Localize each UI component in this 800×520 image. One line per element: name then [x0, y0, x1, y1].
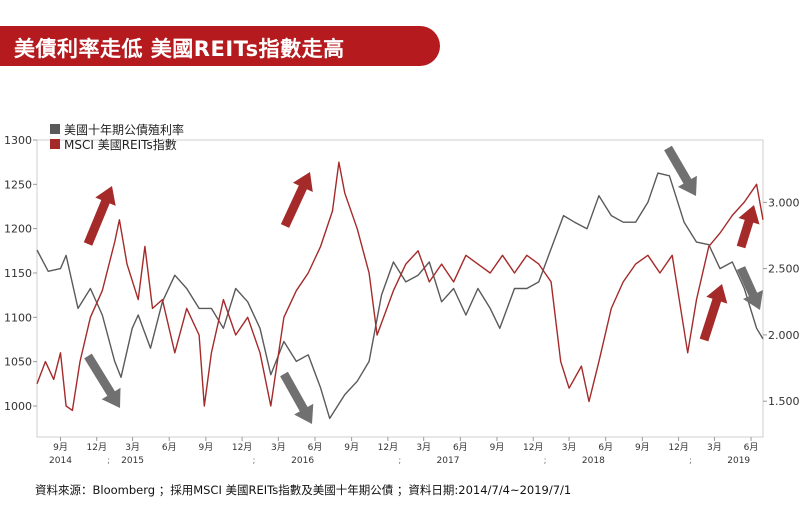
x-tick-label: 3月 — [125, 442, 140, 453]
year-separator: ; — [253, 456, 256, 466]
title-banner: 美債利率走低 美國REITs指數走高 — [0, 26, 440, 66]
left-tick-label: 1100 — [4, 311, 32, 324]
left-tick-label: 1000 — [4, 400, 32, 413]
down-arrow-icon — [280, 371, 314, 424]
x-tick-label: 12月 — [87, 442, 107, 453]
left-tick-label: 1300 — [4, 134, 32, 147]
treasury-yield-line — [36, 172, 764, 420]
year-label: 2015 — [121, 456, 144, 466]
legend-swatch-reits — [50, 139, 60, 149]
x-tick-label: 3月 — [271, 442, 286, 453]
right-tick-label: 2.500 — [768, 263, 800, 276]
right-tick-label: 3.000 — [768, 196, 800, 209]
x-tick-label: 12月 — [378, 442, 398, 453]
down-arrow-icon — [84, 353, 121, 408]
x-tick-label: 9月 — [344, 442, 359, 453]
right-tick-label: 2.000 — [768, 329, 800, 342]
legend-label-treasury: 美國十年期公債殖利率 — [64, 122, 184, 137]
x-tick-label: 6月 — [162, 442, 177, 453]
x-tick-label: 3月 — [416, 442, 431, 453]
year-separator: ; — [107, 456, 110, 466]
up-arrow-icon — [83, 186, 116, 246]
year-separator: ; — [544, 456, 547, 466]
legend-swatch-treasury — [50, 124, 60, 134]
up-arrow-icon — [699, 284, 728, 342]
reits-index-line — [36, 161, 764, 412]
year-separator: ; — [398, 456, 401, 466]
year-label: 2017 — [437, 456, 460, 466]
x-tick-label: 12月 — [232, 442, 252, 453]
x-tick-label: 9月 — [53, 442, 68, 453]
down-arrow-icon — [664, 145, 697, 196]
page-title: 美債利率走低 美國REITs指數走高 — [14, 37, 345, 61]
year-label: 2019 — [727, 456, 750, 466]
x-tick-label: 9月 — [198, 442, 213, 453]
right-tick-label: 1.500 — [768, 395, 800, 408]
up-arrow-icon — [280, 172, 313, 228]
trend-arrows — [83, 145, 763, 424]
year-label: 2018 — [582, 456, 605, 466]
x-axis: 9月 12月 3月 6月 9月 12月 3月 6月 9月 12月 3月 6月 9月 12月 3月 6月 9月 12… — [49, 437, 758, 466]
x-tick-label: 12月 — [523, 442, 543, 453]
down-arrow-icon — [736, 266, 763, 310]
x-tick-label: 6月 — [308, 442, 323, 453]
left-tick-label: 1250 — [4, 178, 32, 191]
x-tick-label: 6月 — [744, 442, 759, 453]
right-y-axis: 1.500 2.000 2.500 3.000 — [763, 196, 800, 408]
x-tick-label: 6月 — [598, 442, 613, 453]
year-label: 2016 — [291, 456, 314, 466]
x-tick-label: 6月 — [453, 442, 468, 453]
source-note: 資料來源：Bloomberg ；採用MSCI 美國REITs指數及美國十年期公債… — [35, 483, 572, 497]
left-y-axis: 1000 1050 1100 1150 1200 1250 1300 — [4, 134, 37, 413]
plot-area — [36, 139, 764, 438]
left-tick-label: 1200 — [4, 223, 32, 236]
left-tick-label: 1150 — [4, 267, 32, 280]
x-tick-label: 9月 — [490, 442, 505, 453]
x-tick-label: 3月 — [707, 442, 722, 453]
legend-label-reits: MSCI 美國REITs指數 — [64, 137, 177, 152]
up-arrow-icon — [736, 205, 760, 249]
x-tick-label: 3月 — [562, 442, 577, 453]
x-tick-label: 9月 — [635, 442, 650, 453]
left-tick-label: 1050 — [4, 356, 32, 369]
year-separator: ; — [689, 456, 692, 466]
series-lines — [36, 161, 764, 420]
year-label: 2014 — [49, 456, 72, 466]
x-tick-label: 12月 — [668, 442, 688, 453]
